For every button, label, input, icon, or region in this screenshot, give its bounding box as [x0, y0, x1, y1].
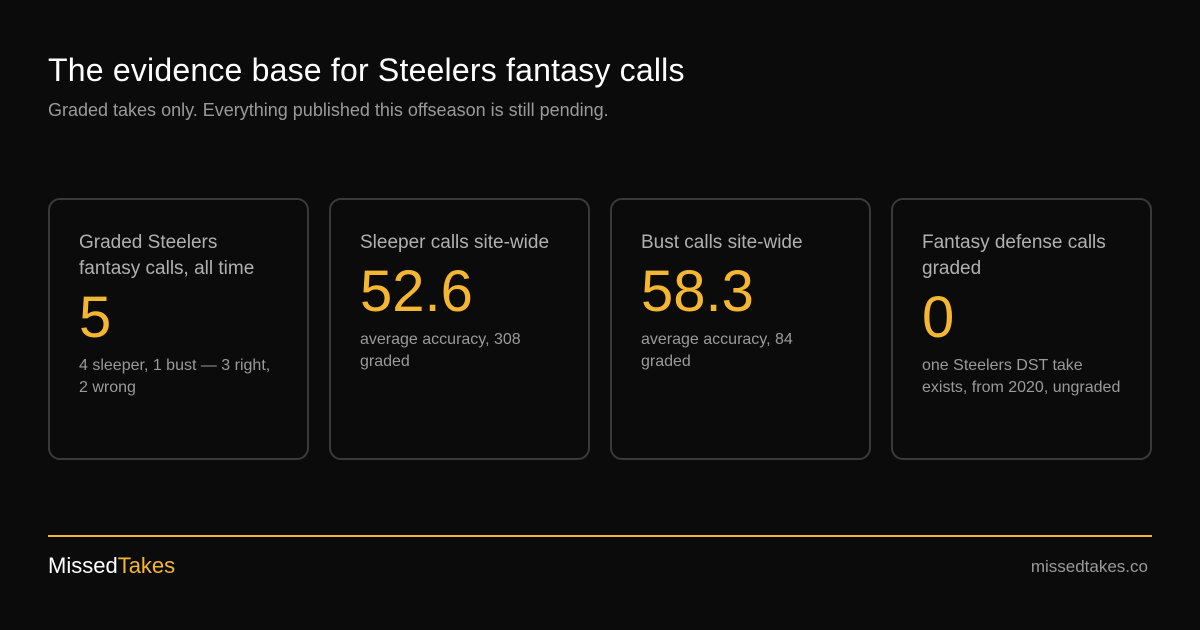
stat-card-graded-calls: Graded Steelers fantasy calls, all time … — [48, 198, 309, 460]
stat-label: Graded Steelers fantasy calls, all time — [79, 232, 255, 279]
stat-value: 52.6 — [360, 259, 473, 324]
footer-divider — [48, 535, 1152, 537]
stat-note: 4 sleeper, 1 bust — 3 right, 2 wrong — [79, 357, 271, 396]
stat-label: Bust calls site-wide — [641, 232, 803, 253]
site-url: missedtakes.co — [1030, 557, 1148, 576]
stat-card-sleeper-calls: Sleeper calls site-wide 52.6 average acc… — [329, 198, 590, 460]
stat-note: one Steelers DST take exists, from 2020,… — [922, 357, 1121, 396]
stat-value: 0 — [922, 285, 955, 350]
stat-value: 58.3 — [641, 259, 754, 324]
brand-logo: MissedTakes — [48, 553, 175, 579]
stat-cards: Graded Steelers fantasy calls, all time … — [48, 198, 1152, 460]
page-title: The evidence base for Steelers fantasy c… — [48, 52, 685, 88]
stat-label: Sleeper calls site-wide — [360, 232, 550, 253]
stat-note: average accuracy, 308 graded — [360, 331, 521, 370]
stat-card-bust-calls: Bust calls site-wide 58.3 average accura… — [610, 198, 871, 460]
stat-card-defense-calls: Fantasy defense calls graded 0 one Steel… — [891, 198, 1152, 460]
stat-value: 5 — [79, 285, 112, 350]
brand-logo-part-2: Takes — [117, 553, 176, 578]
page-subtitle: Graded takes only. Everything published … — [48, 100, 609, 120]
brand-logo-part-1: Missed — [48, 553, 118, 578]
stat-note: average accuracy, 84 graded — [641, 331, 793, 370]
stat-label: Fantasy defense calls graded — [922, 232, 1106, 279]
